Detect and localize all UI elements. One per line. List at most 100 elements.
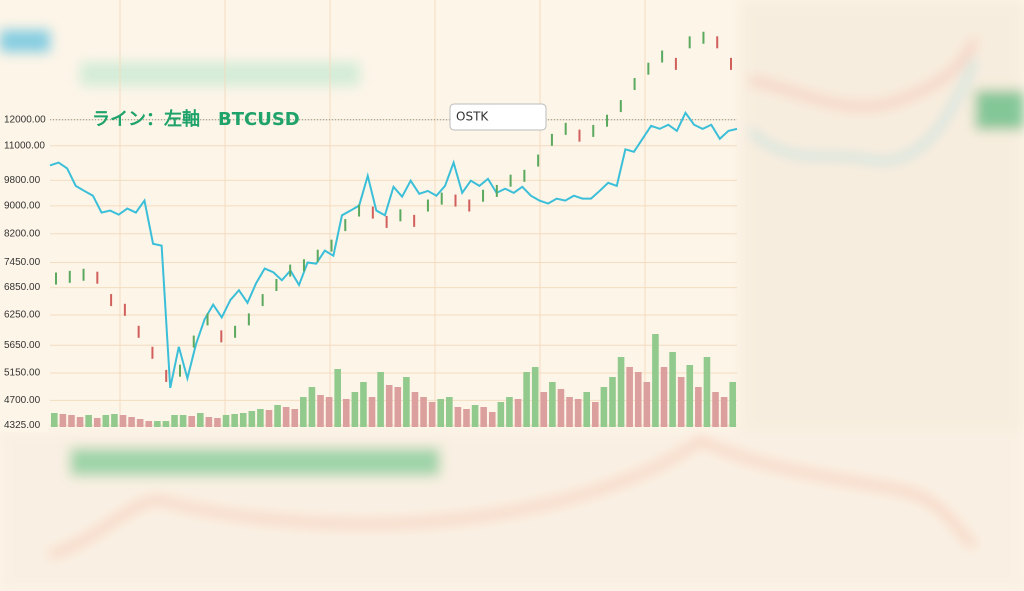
- y-tick-label-bg: [0, 365, 48, 380]
- volume-bar: [497, 402, 505, 427]
- volume-bar: [214, 418, 221, 427]
- volume-bar: [334, 369, 341, 427]
- volume-bar: [300, 397, 307, 427]
- y-tick-label-bg: [0, 338, 48, 353]
- volume-bar: [566, 397, 573, 427]
- y-tick-label: 11000.00: [4, 140, 45, 151]
- price-bar: [151, 346, 154, 359]
- price-bar: [661, 50, 664, 63]
- volume-bar: [403, 377, 410, 427]
- y-tick-label: 4325.00: [4, 420, 41, 431]
- volume-bar: [179, 415, 187, 427]
- y-tick-label-bg: [0, 308, 48, 323]
- y-tick-label: 8200.00: [4, 228, 41, 239]
- volume-bar: [154, 421, 161, 427]
- price-bar: [358, 204, 361, 217]
- price-bar: [371, 206, 374, 219]
- volume-bar: [274, 405, 281, 427]
- price-bar: [647, 62, 650, 75]
- annotation: OSTK: [456, 110, 489, 124]
- volume-bar: [308, 387, 316, 427]
- price-bar: [564, 122, 567, 135]
- volume-bar: [669, 352, 676, 427]
- y-tick-label: 4700.00: [4, 395, 41, 406]
- price-bar: [454, 194, 457, 207]
- price-bar: [234, 325, 237, 338]
- price-bar: [426, 199, 429, 212]
- volume-bar: [291, 409, 299, 427]
- y-tick-label-bg: [0, 112, 48, 127]
- price-bar: [289, 264, 292, 277]
- volume-bar: [600, 387, 608, 427]
- volume-bar: [643, 382, 651, 427]
- price-bar: [702, 31, 705, 44]
- volume-bar: [265, 410, 273, 427]
- price-bar: [110, 294, 113, 307]
- volume-bar: [51, 413, 58, 427]
- volume-bar: [325, 397, 333, 427]
- volume-bar: [549, 382, 556, 427]
- volume-bar: [342, 399, 350, 427]
- price-bar: [537, 154, 540, 167]
- price-bar: [468, 199, 471, 212]
- volume-bar: [85, 415, 92, 427]
- volume-bar: [420, 397, 427, 427]
- price-bar: [96, 271, 99, 284]
- volume-bar: [317, 395, 324, 427]
- y-tick-label-bg: [0, 418, 48, 433]
- price-bar: [716, 36, 719, 49]
- y-tick-label-bg: [0, 280, 48, 295]
- price-bar: [275, 278, 278, 291]
- volume-bar: [557, 389, 565, 427]
- price-bar: [606, 114, 609, 127]
- volume-bar: [68, 415, 75, 427]
- volume-bar: [351, 392, 359, 427]
- volume-bar: [119, 415, 127, 427]
- volume-bar: [514, 399, 522, 427]
- volume-bar: [231, 414, 238, 427]
- y-tick-label: 5150.00: [4, 368, 41, 379]
- price-bar: [523, 169, 526, 182]
- price-bar: [344, 219, 347, 232]
- volume-bar: [652, 334, 659, 427]
- volume-bar: [162, 421, 170, 427]
- volume-bar: [93, 418, 101, 427]
- volume-bar: [282, 407, 290, 427]
- price-bar: [674, 57, 677, 70]
- price-bar: [413, 214, 416, 227]
- y-tick-label-bg: [0, 393, 48, 408]
- y-tick-label: 6850.00: [4, 282, 41, 293]
- volume-bar: [128, 417, 135, 427]
- volume-bar: [480, 407, 487, 427]
- price-bar: [178, 364, 181, 377]
- volume-bar: [136, 419, 144, 427]
- volume-bar: [428, 402, 436, 427]
- volume-bar: [411, 392, 419, 427]
- y-tick-label-bg: [0, 173, 48, 188]
- volume-bar: [677, 377, 685, 427]
- price-bar: [385, 215, 388, 228]
- volume-bar: [471, 405, 479, 427]
- volume-bar: [377, 372, 384, 427]
- price-bar: [137, 325, 140, 338]
- volume-bar: [394, 387, 402, 427]
- y-tick-label: 9000.00: [4, 201, 41, 212]
- volume-bar: [257, 409, 264, 427]
- volume-bar: [196, 413, 204, 427]
- y-tick-label-bg: [0, 255, 48, 270]
- price-bar: [82, 268, 85, 281]
- volume-bar: [385, 385, 393, 427]
- price-bar: [316, 249, 319, 262]
- volume-bar: [446, 397, 453, 427]
- volume-bar: [660, 367, 668, 427]
- price-bar: [619, 100, 622, 113]
- price-bar: [578, 129, 581, 142]
- volume-bar: [463, 409, 470, 427]
- volume-bar: [360, 382, 367, 427]
- price-bar: [330, 239, 333, 252]
- volume-bar: [145, 421, 153, 427]
- volume-bar: [592, 402, 599, 427]
- volume-bar: [712, 392, 719, 427]
